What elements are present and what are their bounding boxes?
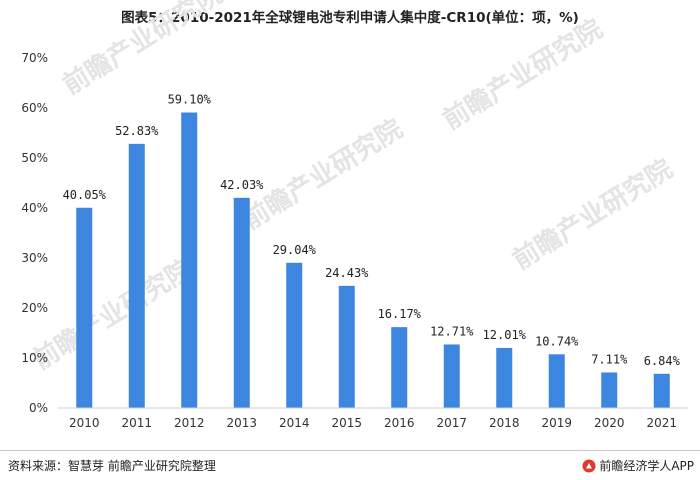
- data-label: 24.43%: [325, 266, 369, 280]
- bar: [233, 197, 250, 408]
- brand: 前瞻经济学人APP: [582, 457, 694, 474]
- x-tick-label: 2020: [594, 416, 625, 430]
- source-text: 资料来源：智慧芽 前瞻产业研究院整理: [8, 459, 216, 473]
- y-tick-label: 20%: [21, 301, 48, 315]
- data-label: 52.83%: [115, 124, 159, 138]
- svg-text:前瞻产业研究院: 前瞻产业研究院: [27, 253, 198, 376]
- data-label: 16.17%: [378, 307, 422, 321]
- x-tick-label: 2018: [489, 416, 520, 430]
- x-tick-label: 2017: [436, 416, 467, 430]
- y-tick-label: 30%: [21, 251, 48, 265]
- y-tick-label: 0%: [29, 401, 48, 415]
- data-label: 40.05%: [63, 188, 107, 202]
- svg-text:前瞻产业研究院: 前瞻产业研究院: [437, 13, 608, 136]
- data-label: 6.84%: [644, 354, 681, 368]
- data-label: 59.10%: [168, 93, 212, 107]
- x-tick-label: 2016: [384, 416, 415, 430]
- brand-logo-icon: [582, 459, 596, 472]
- data-label: 10.74%: [535, 334, 579, 348]
- y-tick-label: 10%: [21, 351, 48, 365]
- data-label: 29.04%: [273, 243, 317, 257]
- bar: [286, 262, 303, 408]
- data-labels: 40.05% 52.83% 59.10% 42.03% 29.04% 24.43% 16.1…: [63, 93, 681, 368]
- bar: [443, 344, 460, 408]
- bar-chart: 前瞻产业研究院 前瞻产业研究院 前瞻产业研究院 前瞻产业研究院 前瞻产业研究院 …: [21, 0, 688, 430]
- data-label: 12.71%: [430, 324, 474, 338]
- x-tick-label: 2021: [646, 416, 677, 430]
- bar: [653, 373, 670, 408]
- bar: [548, 354, 565, 408]
- bars: [76, 112, 670, 408]
- y-tick-label: 50%: [21, 151, 48, 165]
- bar: [338, 285, 355, 408]
- footer: 资料来源：智慧芽 前瞻产业研究院整理 前瞻经济学人APP: [0, 450, 700, 480]
- svg-text:前瞻产业研究院: 前瞻产业研究院: [507, 153, 678, 276]
- bar: [496, 347, 513, 408]
- bar: [181, 112, 198, 408]
- y-tick-label: 70%: [21, 51, 48, 65]
- x-axis-ticks: 2010 2011 2012 2013 2014 2015 2016 2017 2018 2019…: [69, 416, 677, 430]
- x-tick-label: 2014: [279, 416, 310, 430]
- y-tick-label: 60%: [21, 101, 48, 115]
- x-tick-label: 2013: [226, 416, 257, 430]
- bar: [601, 372, 618, 408]
- svg-text:前瞻产业研究院: 前瞻产业研究院: [57, 0, 228, 101]
- data-label: 7.11%: [591, 352, 628, 366]
- bar: [76, 207, 93, 408]
- bar: [128, 143, 145, 408]
- x-tick-label: 2015: [331, 416, 362, 430]
- brand-text: 前瞻经济学人APP: [599, 459, 694, 473]
- bar: [391, 327, 408, 408]
- x-tick-label: 2019: [541, 416, 572, 430]
- x-tick-label: 2011: [121, 416, 152, 430]
- x-tick-label: 2010: [69, 416, 100, 430]
- chart-title: 图表5：2010-2021年全球锂电池专利申请人集中度-CR10(单位：项，%): [121, 10, 579, 26]
- x-tick-label: 2012: [174, 416, 205, 430]
- svg-text:前瞻产业研究院: 前瞻产业研究院: [237, 113, 408, 236]
- y-tick-label: 40%: [21, 201, 48, 215]
- y-axis-ticks: 0% 10% 20% 30% 40% 50% 60% 70%: [21, 51, 48, 415]
- data-label: 42.03%: [220, 178, 264, 192]
- data-label: 12.01%: [483, 328, 527, 342]
